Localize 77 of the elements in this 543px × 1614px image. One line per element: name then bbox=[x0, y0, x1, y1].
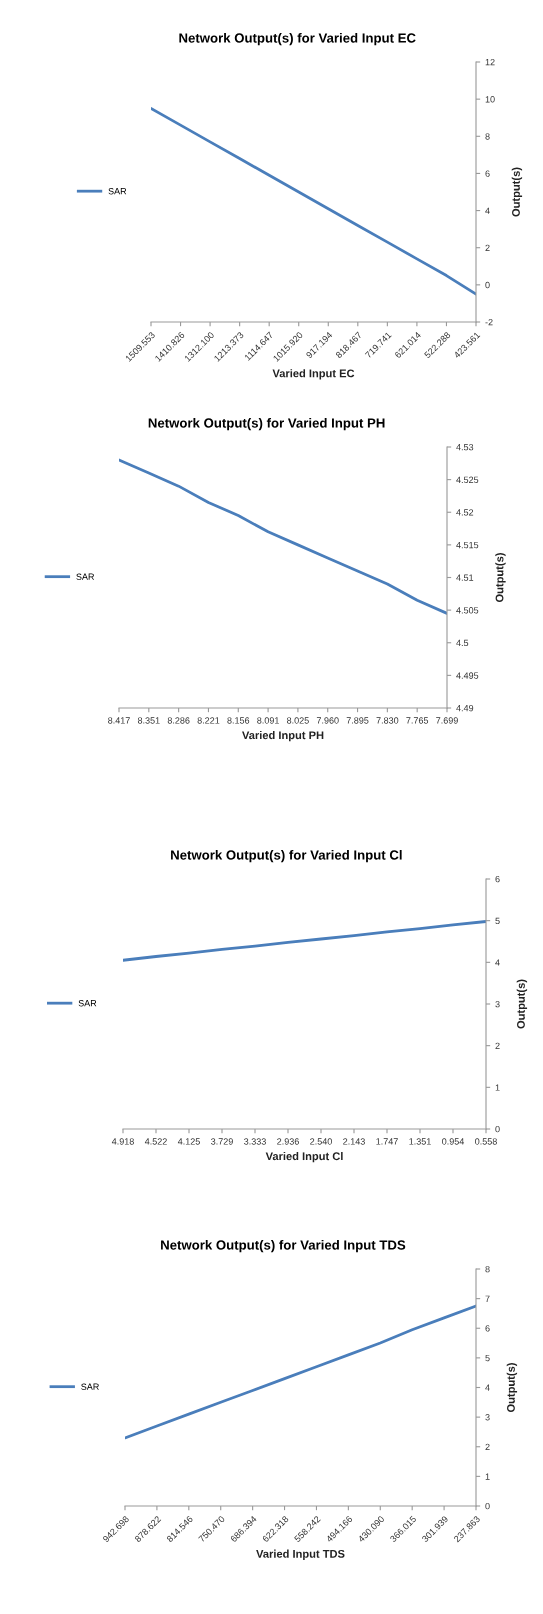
x-tick-label: 7.960 bbox=[316, 717, 339, 724]
y-tick-label: 4.505 bbox=[456, 607, 479, 614]
line-series bbox=[151, 107, 476, 296]
chart-title: Network Output(s) for Varied Input EC bbox=[179, 32, 416, 46]
x-tick-label: 3.333 bbox=[244, 1138, 266, 1145]
x-axis-title: Varied Input EC bbox=[272, 369, 355, 380]
y-tick-label: 4.525 bbox=[456, 476, 479, 483]
y-tick-label: 2 bbox=[485, 1443, 490, 1451]
x-tick-label: 1.747 bbox=[376, 1138, 398, 1145]
x-axis-title: Varied Input TDS bbox=[256, 1549, 345, 1560]
y-tick-label: 4 bbox=[485, 207, 490, 214]
x-tick-label: 8.417 bbox=[108, 717, 130, 724]
legend-label: SAR bbox=[76, 573, 95, 580]
y-tick-label: 0 bbox=[485, 281, 490, 289]
x-tick-label: 1.351 bbox=[409, 1138, 431, 1145]
y-tick-label: 8 bbox=[485, 1265, 490, 1273]
x-axis-title: Varied Input PH bbox=[242, 731, 324, 742]
x-tick-label: 8.286 bbox=[167, 717, 190, 724]
chart-title: Network Output(s) for Varied Input Cl bbox=[171, 849, 402, 863]
y-tick-label: 6 bbox=[485, 1325, 490, 1332]
y-axis-title: Output(s) bbox=[511, 167, 523, 217]
legend-label: SAR bbox=[78, 1000, 97, 1007]
x-tick-label: 2.936 bbox=[277, 1138, 299, 1145]
y-tick-label: 12 bbox=[485, 58, 495, 66]
x-tick-label: 0.954 bbox=[442, 1138, 465, 1145]
x-tick-label: 3.729 bbox=[211, 1138, 233, 1145]
x-tick-label: 8.221 bbox=[197, 717, 220, 724]
y-tick-label: 4.49 bbox=[456, 704, 474, 712]
x-tick-label: 8.091 bbox=[257, 717, 279, 724]
x-tick-label: 0.558 bbox=[475, 1138, 497, 1145]
y-axis-title: Output(s) bbox=[506, 1363, 518, 1413]
y-tick-label: 3 bbox=[485, 1414, 490, 1421]
y-tick-label: 4 bbox=[495, 959, 500, 966]
chart-title: Network Output(s) for Varied Input TDS bbox=[161, 1239, 406, 1253]
y-tick-label: 4 bbox=[485, 1384, 490, 1391]
line-series bbox=[119, 458, 447, 615]
legend-label: SAR bbox=[108, 188, 127, 195]
y-tick-label: 0 bbox=[495, 1125, 500, 1133]
y-tick-label: 0 bbox=[485, 1502, 490, 1510]
y-tick-label: 1 bbox=[485, 1473, 490, 1480]
y-tick-label: 1 bbox=[495, 1084, 500, 1091]
y-tick-label: 2 bbox=[485, 244, 490, 251]
chart-title: Network Output(s) for Varied Input PH bbox=[148, 417, 385, 431]
x-tick-label: 7.830 bbox=[376, 717, 399, 724]
y-tick-label: -2 bbox=[485, 318, 493, 326]
x-tick-label: 4.125 bbox=[177, 1138, 200, 1145]
x-tick-label: 4.918 bbox=[111, 1138, 134, 1145]
y-tick-label: 3 bbox=[495, 1000, 500, 1008]
y-tick-label: 4.5 bbox=[456, 639, 469, 647]
y-tick-label: 4.495 bbox=[456, 672, 479, 679]
y-axis-title: Output(s) bbox=[516, 979, 528, 1029]
y-tick-label: 5 bbox=[495, 917, 500, 925]
y-tick-label: 7 bbox=[485, 1295, 490, 1302]
y-tick-label: 5 bbox=[485, 1354, 490, 1362]
line-series bbox=[125, 1304, 476, 1440]
y-tick-label: 8 bbox=[485, 133, 490, 140]
x-axis-title: Varied Input Cl bbox=[265, 1152, 343, 1163]
x-tick-label: 8.025 bbox=[287, 717, 309, 724]
legend-label: SAR bbox=[81, 1383, 99, 1390]
y-axis-title: Output(s) bbox=[495, 553, 506, 603]
x-tick-label: 7.895 bbox=[346, 717, 369, 724]
y-tick-label: 6 bbox=[495, 875, 500, 883]
y-tick-label: 4.52 bbox=[456, 509, 474, 516]
x-tick-label: 8.156 bbox=[227, 717, 250, 724]
x-tick-label: 7.699 bbox=[436, 717, 458, 724]
y-tick-label: 2 bbox=[495, 1042, 500, 1049]
y-tick-label: 10 bbox=[485, 96, 495, 103]
line-series bbox=[123, 920, 486, 962]
y-tick-label: 4.51 bbox=[456, 574, 474, 581]
x-tick-label: 2.540 bbox=[310, 1138, 332, 1145]
y-tick-label: 4.53 bbox=[456, 443, 474, 451]
x-tick-label: 8.351 bbox=[137, 717, 160, 724]
x-tick-label: 7.765 bbox=[406, 717, 429, 724]
x-tick-label: 4.522 bbox=[144, 1138, 167, 1145]
y-tick-label: 6 bbox=[485, 170, 490, 177]
x-tick-label: 2.143 bbox=[343, 1138, 365, 1145]
y-tick-label: 4.515 bbox=[456, 541, 479, 549]
